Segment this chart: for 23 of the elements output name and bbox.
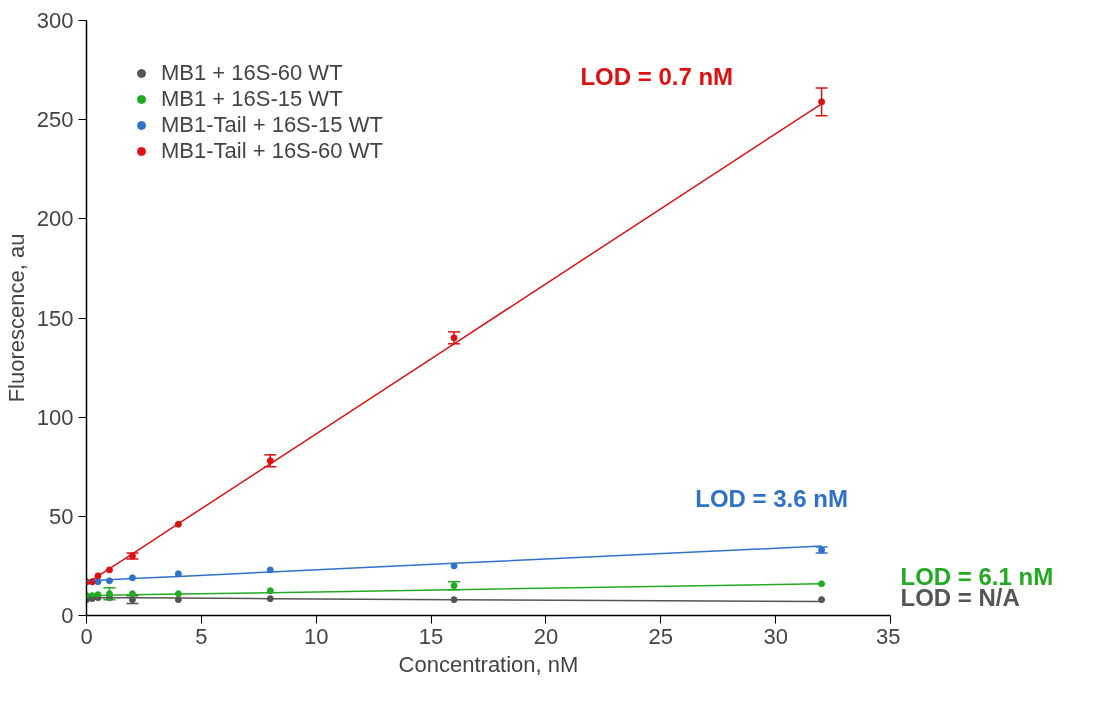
x-tick-label: 5 (195, 623, 208, 649)
y-tick-label: 300 (36, 8, 74, 33)
legend-label: MB1 + 16S-60 WT (161, 60, 343, 86)
x-tick-label: 35 (876, 623, 901, 649)
y-tick-label: 50 (49, 503, 74, 529)
annotation: LOD = 0.7 nM (580, 62, 734, 90)
legend-label: MB1-Tail + 16S-15 WT (161, 112, 383, 138)
y-axis-title: Fluorescence, au (3, 233, 29, 403)
x-tick-label: 10 (303, 623, 329, 649)
y-tick-label: 150 (36, 305, 74, 331)
y-tick-label: 250 (36, 107, 74, 133)
legend-label: MB1 + 16S-15 WT (161, 86, 343, 112)
y-tick-label: 200 (36, 206, 74, 232)
legend-label: MB1-Tail + 16S-60 WT (161, 138, 383, 164)
x-tick-label: 20 (533, 623, 559, 649)
x-axis-title: Concentration, nM (398, 651, 579, 677)
x-tick-label: 0 (80, 623, 93, 649)
x-tick-label: 30 (763, 623, 788, 649)
y-tick-label: 100 (36, 404, 74, 430)
annotation: LOD = 3.6 nM (695, 484, 848, 512)
x-tick-label: 15 (418, 623, 444, 649)
x-tick-label: 25 (648, 623, 674, 649)
y-tick-label: 0 (61, 603, 74, 628)
